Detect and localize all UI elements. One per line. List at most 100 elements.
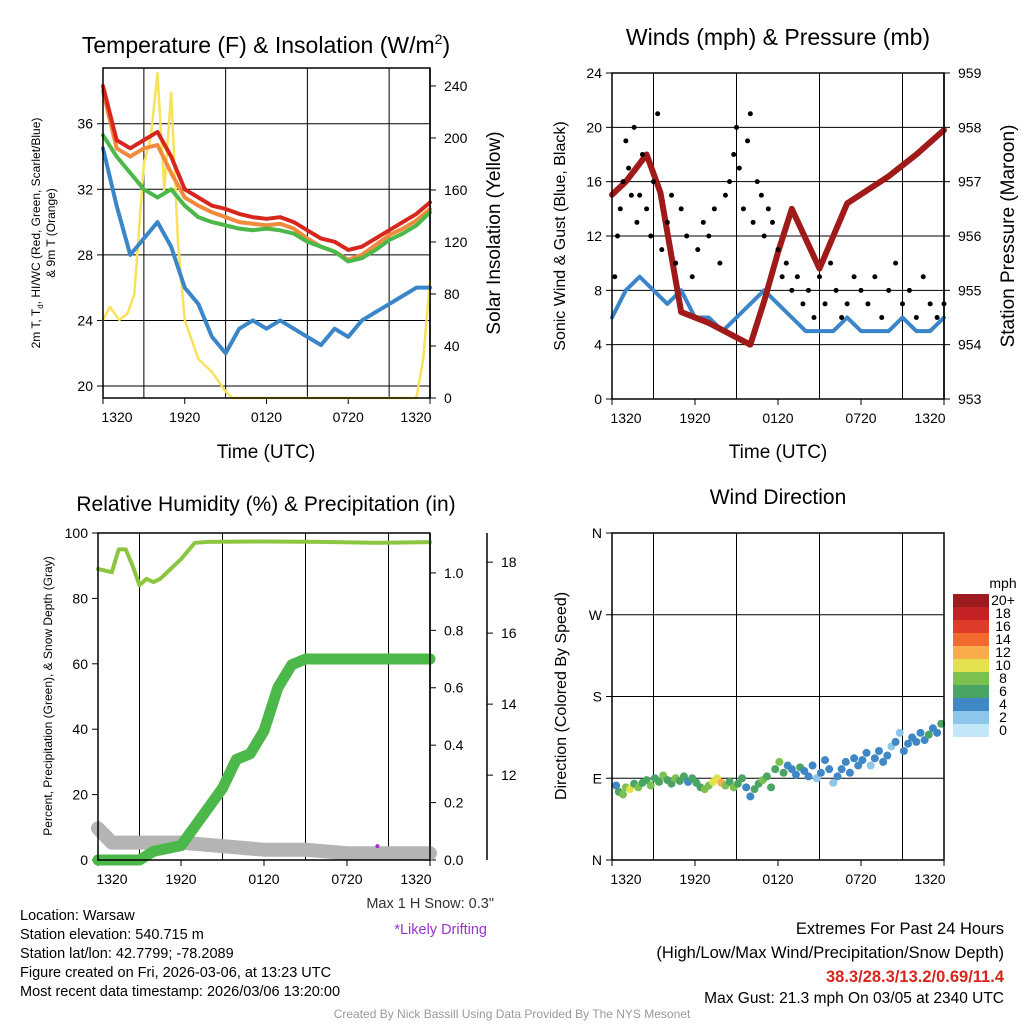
wind-direction-point [904, 739, 913, 748]
y-tick-label: 12 [586, 228, 602, 244]
gust-point [689, 274, 695, 280]
gust-point [851, 274, 857, 280]
right-tick-label: 956 [958, 228, 982, 244]
precip-tick-label: 1.0 [444, 565, 464, 581]
gust-point [740, 206, 746, 212]
wind-direction-point [625, 785, 634, 794]
extremes-values: 38.3/28.3/13.2/0.69/11.4 [826, 968, 1004, 986]
y-tick-label: 100 [65, 525, 89, 541]
wind-direction-point [762, 772, 771, 781]
legend-swatch [953, 659, 989, 672]
x-tick-label: 0720 [331, 871, 362, 887]
right-tick-label: 957 [958, 174, 982, 190]
wind-direction-point [866, 761, 875, 770]
wind-direction-point [883, 751, 892, 760]
y-tick-label: 24 [77, 312, 93, 328]
snow-tick-label: 16 [501, 625, 517, 641]
gust-point [623, 138, 629, 144]
legend-label: 2 [999, 709, 1007, 725]
gust-point [615, 233, 621, 239]
wind-direction-point [845, 768, 854, 777]
wind-direction-point [779, 768, 788, 777]
gust-point [844, 301, 850, 307]
right-tick-label: 959 [958, 65, 982, 81]
snow-note: Max 1 H Snow: 0.3" [366, 896, 494, 912]
gust-point [783, 260, 789, 266]
gust-point [664, 219, 670, 225]
series-snow-depth [91, 821, 437, 861]
gust-point [637, 192, 643, 198]
gust-point [833, 287, 839, 293]
y-axis-label: Percent, Precipitation (Green), & Snow D… [41, 556, 55, 835]
gust-point [631, 124, 637, 130]
precip-tick-label: 0.0 [444, 852, 464, 868]
y-tick-label: 0 [594, 391, 602, 407]
precip-tick-label: 0.6 [444, 680, 464, 696]
chart-title: Wind Direction [710, 486, 847, 509]
precip-tick-label: 0.4 [444, 737, 464, 753]
wind-direction-point [870, 754, 879, 763]
wind-direction-point [800, 766, 809, 775]
wind-direction-point [833, 772, 842, 781]
legend-swatch [953, 685, 989, 698]
gust-point [927, 301, 933, 307]
gust-point [779, 274, 785, 280]
x-tick-label: 0120 [248, 871, 279, 887]
wind-direction-point [920, 736, 929, 745]
x-tick-label: 1920 [165, 871, 196, 887]
gust-point [684, 233, 690, 239]
wind-direction-point [812, 774, 821, 783]
gust-point [761, 233, 767, 239]
gust-point [920, 274, 926, 280]
wind-direction-point [895, 728, 904, 737]
gust-point [648, 233, 654, 239]
y-tick-label: 16 [586, 174, 602, 190]
legend-swatch [953, 607, 989, 620]
legend-swatch [953, 672, 989, 685]
wind-direction-point [804, 772, 813, 781]
gust-point [612, 274, 618, 280]
wind-direction-point [746, 792, 755, 801]
y-axis-label-line2: & 9m T (Orange) [44, 188, 58, 278]
series-9m-t [101, 88, 432, 262]
x-tick-label: 1920 [169, 409, 200, 425]
right-tick-label: 240 [444, 78, 468, 94]
right-tick-label: 958 [958, 119, 982, 135]
drifting-point [375, 844, 380, 849]
x-tick-label: 1320 [96, 871, 127, 887]
wind-direction-point [771, 765, 780, 774]
wind-direction-point [667, 779, 676, 788]
wind-direction-point [679, 772, 688, 781]
x-tick-label: 0720 [333, 409, 364, 425]
wind-direction-point [742, 783, 751, 792]
wind-direction-point [655, 777, 664, 786]
x-tick-label: 1320 [610, 871, 641, 887]
legend-swatch [953, 594, 989, 607]
y-tick-label: N [592, 525, 602, 541]
legend-swatch [953, 724, 989, 737]
legend-label: 16 [995, 618, 1011, 634]
gust-point [628, 192, 634, 198]
wind-direction-point [825, 765, 834, 774]
y-tick-label: 24 [586, 65, 602, 81]
plot-frame [102, 67, 431, 399]
legend-swatch [953, 646, 989, 659]
wind-direction-point [733, 779, 742, 788]
plot-frame [611, 72, 945, 400]
gust-point [893, 260, 899, 266]
gust-point [639, 152, 645, 157]
y-tick-label: 20 [72, 787, 88, 803]
max-gust: Max Gust: 21.3 mph On 03/05 at 2340 UTC [704, 990, 1004, 1007]
gust-point [673, 260, 679, 266]
gust-point [934, 315, 940, 320]
gust-point [765, 206, 771, 212]
legend-label: 12 [995, 644, 1011, 660]
gust-point [711, 206, 717, 212]
x-tick-label: 1320 [914, 410, 945, 426]
gust-point [769, 219, 775, 225]
y-tick-label: 80 [72, 590, 88, 606]
gust-point [644, 206, 650, 212]
lat-lon: Station lat/lon: 42.7799; -78.2089 [20, 946, 234, 962]
x-tick-label: 0720 [845, 871, 876, 887]
